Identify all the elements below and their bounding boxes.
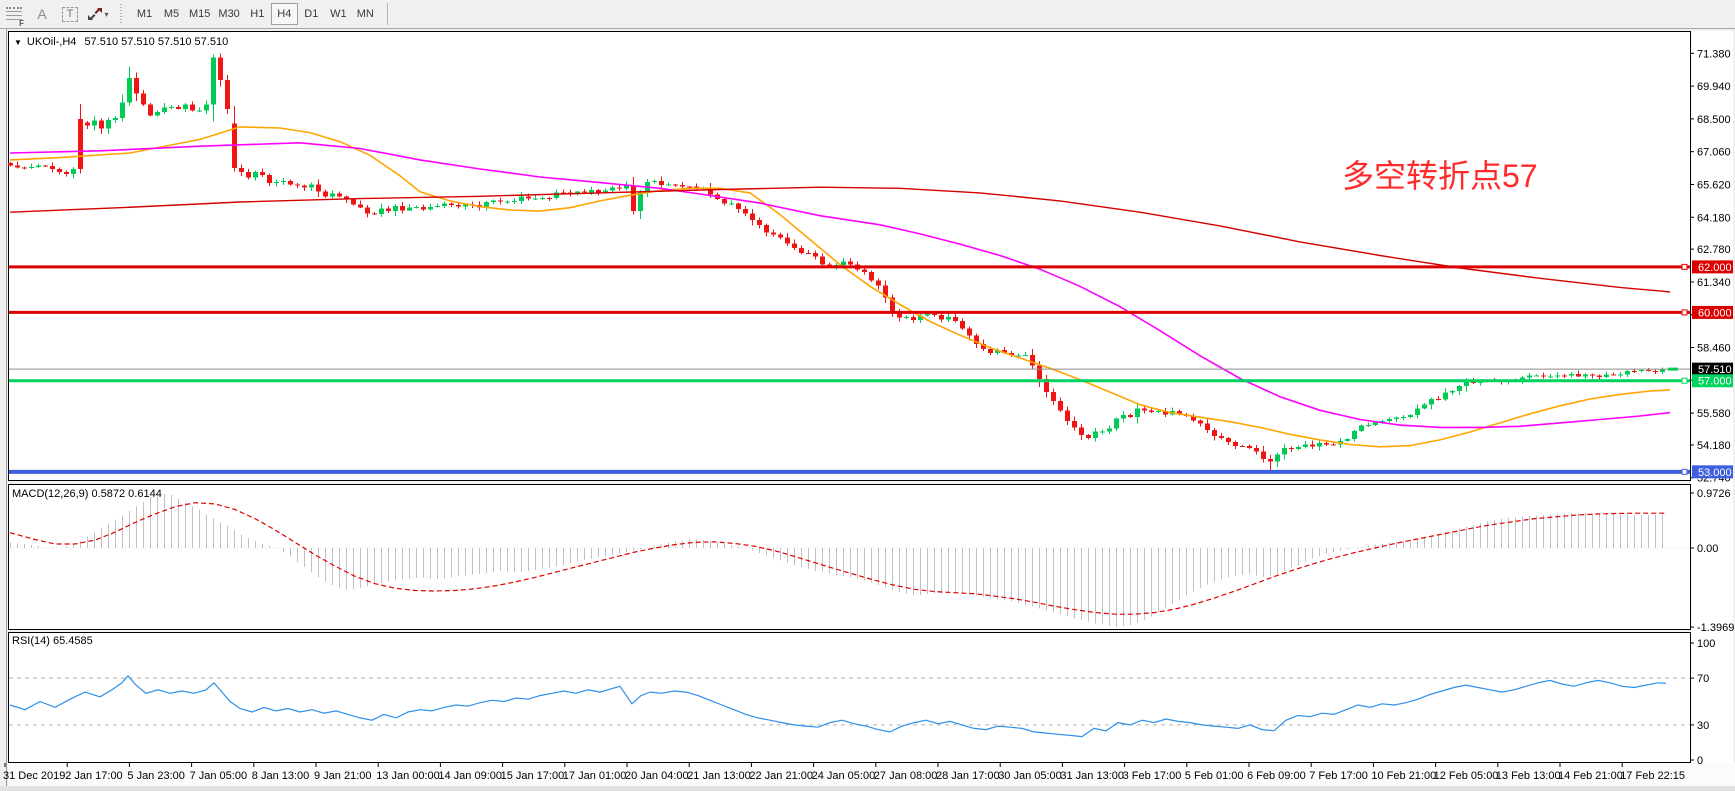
toolbar: F A T ▾ M1 M5 M15 M30 H1 H4 D1 W1 MN xyxy=(0,0,1735,29)
svg-text:20 Jan 04:00: 20 Jan 04:00 xyxy=(625,770,689,782)
chart-canvas[interactable]: 71.380 69.940 68.500 67.060 65.620 64.180 62.7… xyxy=(0,29,1735,791)
macd-signal-line xyxy=(9,502,1666,615)
hline-62000[interactable] xyxy=(9,263,1690,270)
hline-53000[interactable] xyxy=(9,468,1690,475)
svg-text:62.000: 62.000 xyxy=(1698,262,1732,274)
fibonacci-tool-icon[interactable]: F xyxy=(2,3,26,28)
svg-text:0: 0 xyxy=(1697,755,1703,767)
svg-text:54.180: 54.180 xyxy=(1697,440,1731,452)
svg-text:5 Feb 01:00: 5 Feb 01:00 xyxy=(1185,770,1244,782)
hline-60000[interactable] xyxy=(9,309,1690,316)
timeframe-button-m1[interactable]: M1 xyxy=(131,3,158,25)
svg-text:0.9726: 0.9726 xyxy=(1697,488,1731,500)
svg-text:14 Jan 09:00: 14 Jan 09:00 xyxy=(438,770,502,782)
toolbar-tools-group: F A T ▾ xyxy=(0,0,112,28)
svg-text:-1.3969: -1.3969 xyxy=(1697,622,1734,634)
current-price-badge: 57.510 xyxy=(1692,362,1733,376)
tool-dropdown-caret[interactable]: ▾ xyxy=(104,9,109,19)
timeframe-button-mn[interactable]: MN xyxy=(352,3,379,25)
hline-57000[interactable] xyxy=(9,377,1690,384)
chart-window: 71.380 69.940 68.500 67.060 65.620 64.180 62.7… xyxy=(0,29,1735,791)
price-badge-57000: 57.000 xyxy=(1692,374,1733,388)
svg-text:60.000: 60.000 xyxy=(1698,307,1732,319)
timeframe-button-m15[interactable]: M15 xyxy=(185,3,214,25)
svg-text:13 Feb 13:00: 13 Feb 13:00 xyxy=(1496,770,1561,782)
svg-text:28 Jan 17:00: 28 Jan 17:00 xyxy=(936,770,1000,782)
svg-text:5 Jan 23:00: 5 Jan 23:00 xyxy=(127,770,184,782)
arrows-tool-icon[interactable]: ▾ xyxy=(86,3,110,25)
svg-text:22 Jan 21:00: 22 Jan 21:00 xyxy=(749,770,813,782)
timeframe-button-w1[interactable]: W1 xyxy=(325,3,352,25)
svg-text:55.580: 55.580 xyxy=(1697,408,1731,420)
svg-text:6 Feb 09:00: 6 Feb 09:00 xyxy=(1247,770,1306,782)
svg-text:71.380: 71.380 xyxy=(1697,48,1731,60)
timeframe-button-h4[interactable]: H4 xyxy=(270,3,298,25)
svg-text:24 Jan 05:00: 24 Jan 05:00 xyxy=(812,770,876,782)
ma-mid-magenta-line xyxy=(9,141,1671,429)
svg-text:15 Jan 17:00: 15 Jan 17:00 xyxy=(501,770,565,782)
toolbar-drag-handle[interactable] xyxy=(120,4,125,24)
time-axis-labels: 31 Dec 2019 2 Jan 17:00 5 Jan 23:00 7 Jan 0… xyxy=(3,763,1685,782)
svg-text:2 Jan 17:00: 2 Jan 17:00 xyxy=(65,770,123,782)
price-axis-strip[interactable] xyxy=(1691,31,1733,763)
svg-text:0.00: 0.00 xyxy=(1697,543,1718,555)
ma-fast-orange-line xyxy=(9,126,1671,448)
svg-text:70: 70 xyxy=(1697,673,1709,685)
svg-text:17 Jan 01:00: 17 Jan 01:00 xyxy=(563,770,627,782)
price-axis-labels: 71.380 69.940 68.500 67.060 65.620 64.180 62.7… xyxy=(1690,48,1734,767)
text-label-tool-icon[interactable]: A xyxy=(37,6,47,22)
svg-text:3 Feb 17:00: 3 Feb 17:00 xyxy=(1123,770,1182,782)
svg-text:27 Jan 08:00: 27 Jan 08:00 xyxy=(874,770,938,782)
fibonacci-grid-glyph: F xyxy=(6,7,24,28)
svg-text:10 Feb 21:00: 10 Feb 21:00 xyxy=(1371,770,1436,782)
time-axis-strip[interactable] xyxy=(8,763,1735,786)
toolbar-separator xyxy=(386,3,388,25)
last-close-marker xyxy=(1668,367,1678,371)
macd-panel[interactable] xyxy=(8,484,1691,630)
macd-histogram xyxy=(10,493,1663,627)
svg-text:9 Jan 21:00: 9 Jan 21:00 xyxy=(314,770,372,782)
rsi-panel[interactable] xyxy=(8,632,1691,763)
svg-text:12 Feb 05:00: 12 Feb 05:00 xyxy=(1434,770,1499,782)
timeframe-buttons-group: M1 M5 M15 M30 H1 H4 D1 W1 MN xyxy=(131,0,379,28)
timeframe-button-d1[interactable]: D1 xyxy=(298,3,325,25)
rsi-line xyxy=(9,674,1667,738)
price-badge-62000: 62.000 xyxy=(1692,260,1733,274)
main-price-panel[interactable] xyxy=(8,31,1691,481)
text-tool-icon[interactable]: T xyxy=(58,3,82,25)
price-badge-53000: 53.000 xyxy=(1692,465,1733,479)
svg-text:100: 100 xyxy=(1697,638,1715,650)
svg-text:30: 30 xyxy=(1697,720,1709,732)
svg-text:17 Feb 22:15: 17 Feb 22:15 xyxy=(1620,770,1685,782)
svg-text:8 Jan 13:00: 8 Jan 13:00 xyxy=(252,770,309,782)
timeframe-button-m5[interactable]: M5 xyxy=(158,3,185,25)
svg-text:69.940: 69.940 xyxy=(1697,81,1731,93)
svg-text:21 Jan 13:00: 21 Jan 13:00 xyxy=(687,770,751,782)
svg-text:13 Jan 00:00: 13 Jan 00:00 xyxy=(376,770,440,782)
timeframe-button-h1[interactable]: H1 xyxy=(244,3,271,25)
svg-text:58.460: 58.460 xyxy=(1697,343,1731,355)
svg-text:62.780: 62.780 xyxy=(1697,244,1731,256)
svg-text:57.510: 57.510 xyxy=(1698,364,1732,376)
svg-text:7 Jan 05:00: 7 Jan 05:00 xyxy=(190,770,248,782)
svg-text:67.060: 67.060 xyxy=(1697,147,1731,159)
svg-text:64.180: 64.180 xyxy=(1697,212,1731,224)
svg-text:7 Feb 17:00: 7 Feb 17:00 xyxy=(1309,770,1368,782)
svg-text:57.000: 57.000 xyxy=(1698,376,1732,388)
svg-text:61.340: 61.340 xyxy=(1697,277,1731,289)
svg-text:30 Jan 05:00: 30 Jan 05:00 xyxy=(998,770,1062,782)
svg-text:53.000: 53.000 xyxy=(1698,467,1732,479)
svg-text:31 Dec 2019: 31 Dec 2019 xyxy=(3,770,65,782)
svg-text:14 Feb 21:00: 14 Feb 21:00 xyxy=(1558,770,1623,782)
price-badge-60000: 60.000 xyxy=(1692,305,1733,319)
timeframe-button-m30[interactable]: M30 xyxy=(214,3,243,25)
svg-text:68.500: 68.500 xyxy=(1697,114,1731,126)
arrows-glyph xyxy=(88,8,103,20)
svg-text:31 Jan 13:00: 31 Jan 13:00 xyxy=(1060,770,1124,782)
svg-text:65.620: 65.620 xyxy=(1697,179,1731,191)
